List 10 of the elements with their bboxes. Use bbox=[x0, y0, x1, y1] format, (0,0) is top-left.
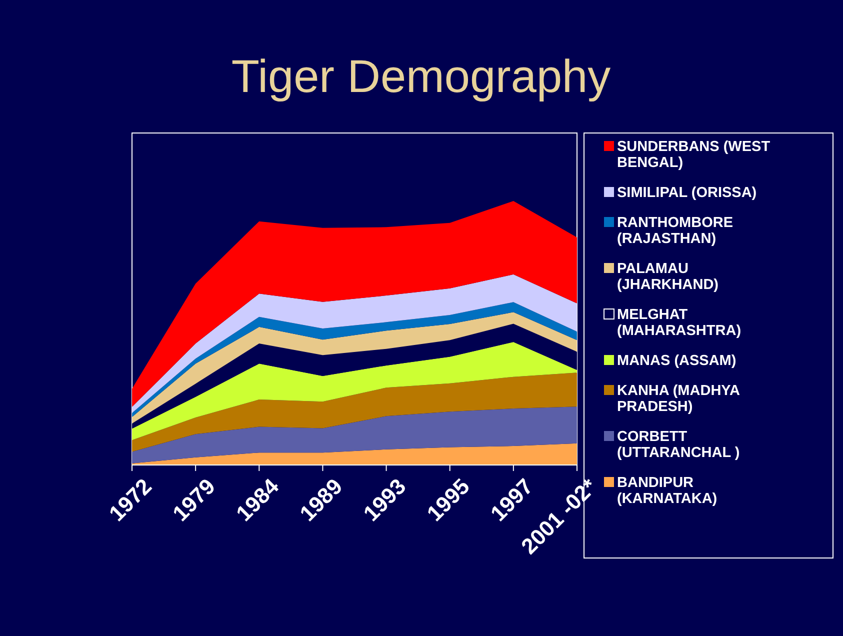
legend-label: MANAS (ASSAM) bbox=[617, 353, 736, 369]
legend-label: BANDIPUR (KARNATAKA) bbox=[617, 475, 718, 507]
legend-label: PALAMAU (JHARKHAND) bbox=[617, 261, 719, 293]
legend-label: RANTHOMBORE (RAJASTHAN) bbox=[617, 215, 734, 247]
legend-label: CORBETT (UTTARANCHAL ) bbox=[617, 429, 740, 461]
legend-label: MELGHAT (MAHARASHTRA) bbox=[617, 307, 742, 339]
legend-label: KANHA (MADHYA PRADESH) bbox=[617, 383, 741, 415]
chart-title: Tiger Demography bbox=[231, 50, 611, 102]
legend-label: SUNDERBANS (WEST BENGAL) bbox=[617, 139, 770, 171]
legend-label: SIMILIPAL (ORISSA) bbox=[617, 185, 757, 201]
